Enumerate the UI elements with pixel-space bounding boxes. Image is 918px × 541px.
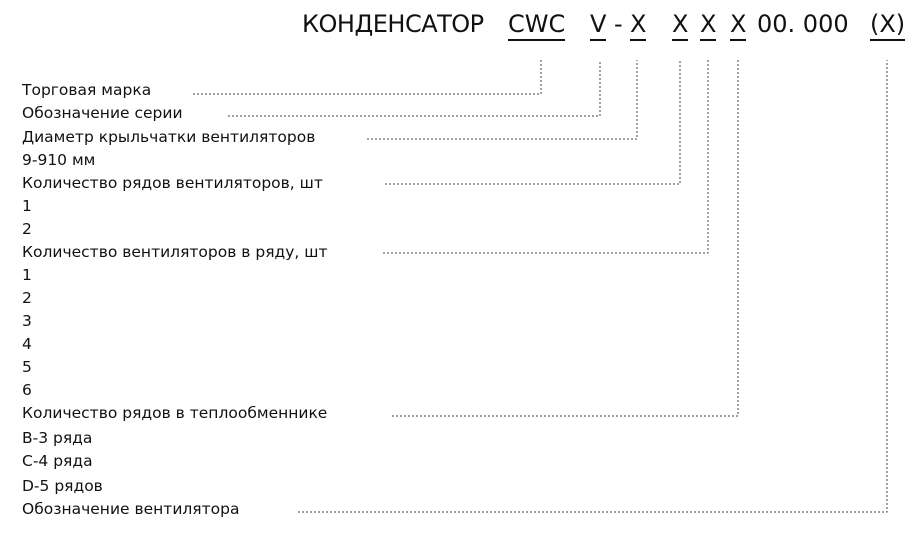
leader-fan-rows [385, 60, 681, 185]
legend-value: 4 [22, 335, 32, 353]
legend-value: 5 [22, 358, 32, 376]
leader-fans-per-row [383, 60, 709, 254]
legend-value: 2 [22, 289, 32, 307]
legend-value: B-3 ряда [22, 429, 93, 447]
code-prefix: КОНДЕНСАТОР [302, 10, 484, 38]
legend-value: 9-910 мм [22, 151, 96, 169]
legend-heading: Обозначение серии [22, 104, 183, 122]
legend-value: 3 [22, 312, 32, 330]
code-coil-rows: X [730, 10, 747, 41]
code-brand: CWC [508, 10, 566, 41]
code-fan-designation: (X) [870, 10, 906, 41]
code-fans-per-row: X [700, 10, 717, 41]
legend-value: D-5 рядов [22, 477, 103, 495]
legend-heading: Количество рядов вентиляторов, шт [22, 174, 323, 192]
leader-brand [193, 60, 542, 95]
legend-heading: Количество рядов в теплообменнике [22, 404, 328, 422]
legend-heading: Количество вентиляторов в ряду, шт [22, 243, 328, 261]
legend-heading: Диаметр крыльчатки вентиляторов [22, 128, 316, 146]
code-fan-rows: X [672, 10, 689, 41]
legend-value: 1 [22, 197, 32, 215]
leader-diameter [367, 60, 638, 140]
code-series: V [590, 10, 607, 41]
code-dash: - [614, 10, 623, 38]
leader-fan-designation [298, 60, 888, 513]
legend-value: 2 [22, 220, 32, 238]
legend-value: 6 [22, 381, 32, 399]
legend-value: C-4 ряда [22, 452, 93, 470]
code-diameter: X [630, 10, 647, 41]
leader-series [228, 60, 601, 117]
code-fixed: 00. 000 [757, 10, 849, 38]
legend-heading: Торговая марка [22, 81, 152, 99]
legend-value: 1 [22, 266, 32, 284]
leader-coil-rows [392, 60, 739, 417]
legend-heading: Обозначение вентилятора [22, 500, 240, 518]
